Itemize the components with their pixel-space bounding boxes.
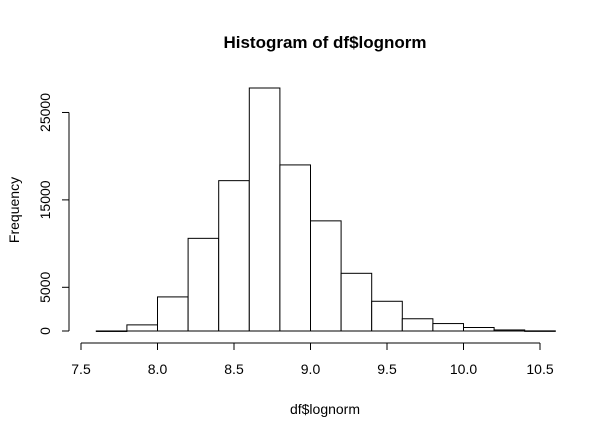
histogram-bar xyxy=(401,318,434,332)
x-tick-label: 8.0 xyxy=(148,361,168,377)
histogram-bar xyxy=(371,300,403,332)
y-tick-label: 15000 xyxy=(37,180,53,219)
x-tick-label: 9.5 xyxy=(377,361,397,377)
histogram-bar xyxy=(157,296,189,332)
y-axis-label: Frequency xyxy=(6,177,22,243)
x-tick-label: 10.0 xyxy=(450,361,477,377)
x-tick-label: 10.5 xyxy=(526,361,553,377)
x-tick-label: 9.0 xyxy=(301,361,321,377)
histogram-bar xyxy=(187,237,220,332)
histogram-bar xyxy=(524,330,556,332)
x-axis-label: df$lognorm xyxy=(290,401,360,417)
x-tick-label: 8.5 xyxy=(224,361,244,377)
histogram-bar xyxy=(493,329,526,332)
y-axis: 0 5000 15000 25000 xyxy=(37,93,70,335)
histogram-bar xyxy=(463,327,495,332)
y-tick-label: 25000 xyxy=(37,93,53,132)
x-axis: 7.5 8.0 8.5 9.0 9.5 10.0 10.5 xyxy=(71,342,554,377)
histogram-bar xyxy=(340,272,373,332)
histogram-bars xyxy=(95,87,556,332)
histogram-bar xyxy=(248,87,281,332)
chart-title: Histogram of df$lognorm xyxy=(223,33,426,52)
x-tick-label: 7.5 xyxy=(71,361,91,377)
histogram-bar xyxy=(126,324,159,332)
histogram-bar xyxy=(218,180,250,332)
histogram-bar xyxy=(279,164,311,332)
histogram-bar xyxy=(95,330,128,332)
y-tick-label: 5000 xyxy=(37,272,53,303)
histogram-bar xyxy=(310,220,342,332)
histogram-bar xyxy=(432,323,464,332)
y-tick-label: 0 xyxy=(37,327,53,335)
